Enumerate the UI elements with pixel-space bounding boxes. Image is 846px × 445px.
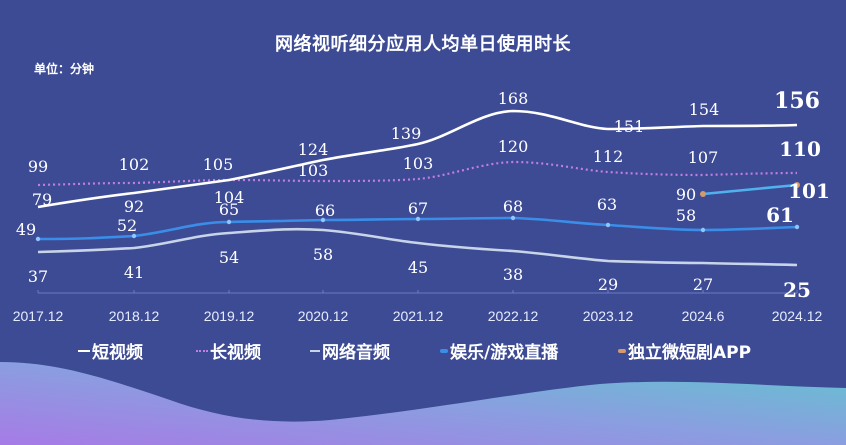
svg-text:90: 90	[676, 185, 696, 204]
svg-text:154: 154	[689, 100, 720, 119]
svg-text:25: 25	[783, 278, 811, 302]
svg-text:58: 58	[313, 245, 333, 264]
series-micro-drama-marker	[794, 182, 800, 188]
svg-text:79: 79	[32, 190, 52, 209]
legend-dotted-icon	[196, 349, 208, 352]
legend-label: 短视频	[92, 343, 143, 363]
svg-text:104: 104	[214, 188, 245, 207]
chart-legend: 短视频 长视频 网络音频 娱乐/游戏直播 独立微短剧APP	[0, 338, 846, 368]
series-micro-drama-marker	[700, 191, 706, 197]
svg-text:2019.12: 2019.12	[204, 308, 255, 324]
svg-text:41: 41	[124, 263, 144, 282]
x-axis-ticks	[37, 290, 798, 293]
svg-text:139: 139	[391, 124, 422, 143]
svg-text:156: 156	[774, 88, 820, 114]
svg-text:103: 103	[403, 154, 434, 173]
svg-text:68: 68	[503, 197, 523, 216]
svg-text:103: 103	[298, 161, 329, 180]
svg-text:92: 92	[124, 197, 144, 216]
svg-text:61: 61	[766, 203, 794, 227]
svg-text:2024.12: 2024.12	[772, 308, 823, 324]
svg-text:2022.12: 2022.12	[488, 308, 539, 324]
svg-text:120: 120	[498, 137, 529, 156]
legend-item-short-video[interactable]: 短视频	[78, 338, 143, 363]
legend-label: 娱乐/游戏直播	[450, 343, 559, 363]
svg-text:2023.12: 2023.12	[583, 308, 634, 324]
svg-text:151: 151	[614, 117, 645, 136]
legend-item-long-video[interactable]: 长视频	[196, 338, 261, 363]
legend-label: 网络音频	[322, 343, 390, 363]
legend-item-audio[interactable]: 网络音频	[310, 338, 390, 363]
svg-text:38: 38	[503, 265, 523, 284]
svg-text:58: 58	[676, 206, 696, 225]
svg-text:2018.12: 2018.12	[109, 308, 160, 324]
bottom-wave-decoration	[0, 362, 846, 445]
svg-text:63: 63	[597, 195, 617, 214]
svg-text:54: 54	[219, 248, 239, 267]
svg-text:112: 112	[593, 147, 624, 166]
svg-text:29: 29	[598, 275, 618, 294]
svg-text:2017.12: 2017.12	[13, 308, 64, 324]
svg-text:110: 110	[779, 137, 821, 161]
svg-text:2020.12: 2020.12	[298, 308, 349, 324]
data-labels: 79 92 104 124 139 168 151 154 156 99 102…	[16, 88, 830, 302]
svg-text:102: 102	[119, 155, 150, 174]
svg-text:2024.6: 2024.6	[682, 308, 725, 324]
legend-marker-icon	[440, 348, 448, 353]
legend-label: 长视频	[210, 343, 261, 363]
series-short-video-line	[37, 109, 798, 209]
chart-title: 网络视听细分应用人均单日使用时长	[275, 34, 571, 55]
svg-text:65: 65	[219, 200, 239, 219]
svg-text:168: 168	[498, 89, 529, 108]
series-micro-drama-line	[702, 183, 798, 196]
svg-text:124: 124	[298, 140, 329, 159]
svg-text:66: 66	[315, 201, 335, 220]
series-live-streaming-markers	[35, 215, 800, 242]
svg-text:101: 101	[788, 179, 830, 203]
legend-item-micro-drama[interactable]: 独立微短剧APP	[618, 338, 751, 363]
svg-text:67: 67	[408, 199, 428, 218]
legend-marker-icon	[618, 348, 626, 353]
unit-label: 单位：分钟	[34, 62, 95, 76]
series-audio-line	[37, 227, 798, 267]
legend-item-live-streaming[interactable]: 娱乐/游戏直播	[440, 338, 558, 363]
svg-text:49: 49	[16, 220, 36, 239]
series-long-video-line	[37, 160, 798, 187]
svg-text:27: 27	[693, 275, 713, 294]
svg-text:2021.12: 2021.12	[393, 308, 444, 324]
legend-label: 独立微短剧APP	[628, 343, 752, 363]
svg-text:45: 45	[408, 258, 428, 277]
svg-text:37: 37	[28, 267, 48, 286]
svg-text:105: 105	[203, 155, 234, 174]
legend-line-icon	[310, 349, 320, 352]
x-axis-labels: 2017.12 2018.12 2019.12 2020.12 2021.12 …	[13, 308, 823, 324]
svg-text:107: 107	[688, 148, 719, 167]
svg-text:52: 52	[117, 216, 137, 235]
legend-dash-icon	[78, 349, 90, 352]
svg-text:99: 99	[28, 157, 48, 176]
